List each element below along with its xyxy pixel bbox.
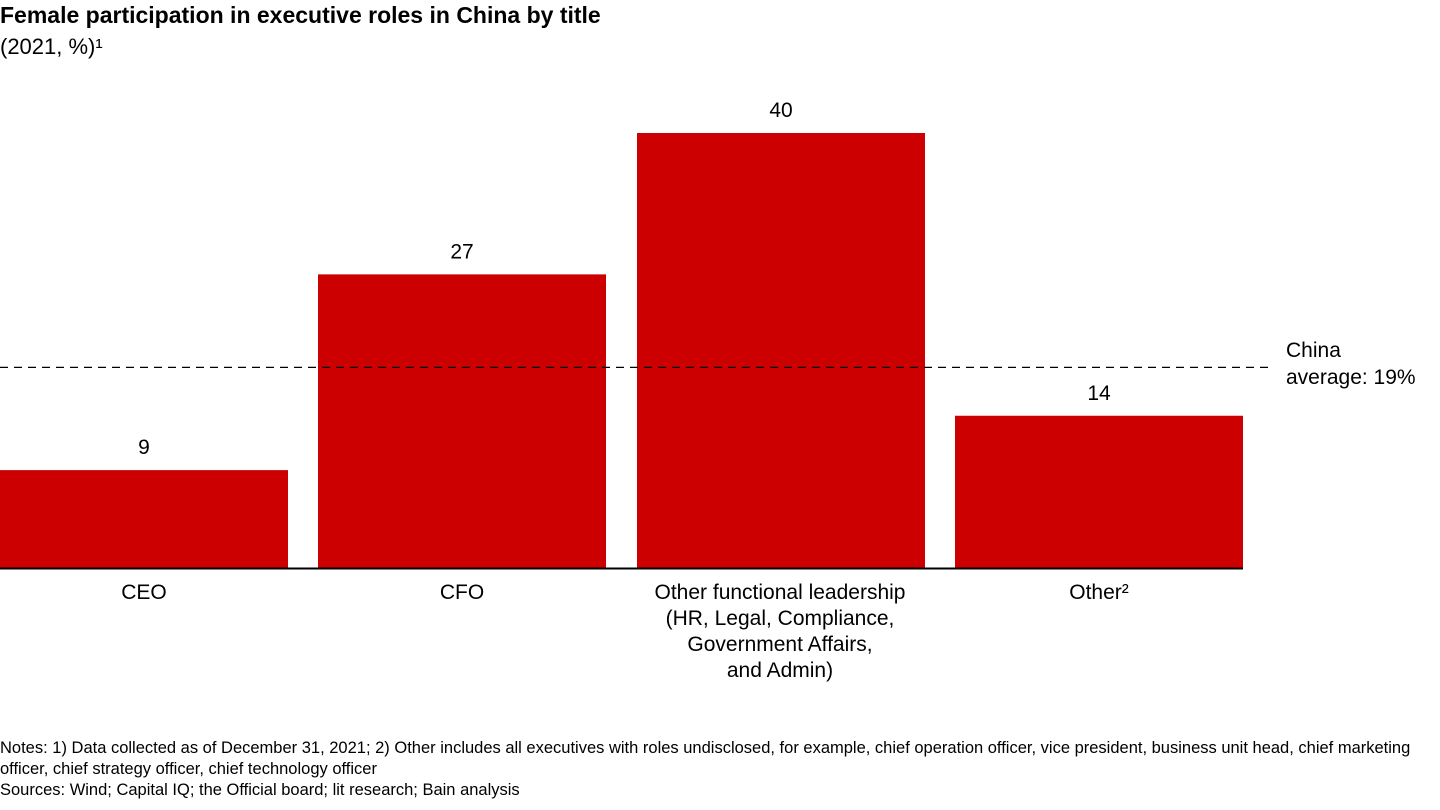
reference-label-line1: China [1286, 339, 1341, 362]
chart-subtitle: (2021, %)¹ [0, 34, 103, 59]
data-label-0: 9 [138, 436, 150, 459]
category-label-ceo: CEO [121, 581, 167, 604]
data-label-3: 14 [1087, 382, 1111, 405]
footnotes: Notes: 1) Data collected as of December … [0, 738, 1430, 801]
reference-line-label: China average: 19% [1286, 337, 1416, 391]
bar-3 [955, 415, 1243, 568]
data-label-1: 27 [450, 240, 473, 263]
bar-2 [637, 133, 925, 568]
category-label-cfo: CFO [439, 581, 485, 604]
reference-label-line2: average: 19% [1286, 366, 1416, 389]
bar-1 [318, 274, 606, 568]
chart-title: Female participation in executive roles … [0, 2, 601, 28]
category-label-other-functional: Other functional leadership (HR, Legal, … [654, 581, 906, 682]
sources-text: Sources: Wind; Capital IQ; the Official … [0, 781, 520, 799]
notes-text: Notes: 1) Data collected as of December … [0, 739, 1411, 778]
bar-0 [0, 470, 288, 568]
category-label-other: Other² [1069, 581, 1129, 604]
data-label-2: 40 [769, 99, 792, 122]
